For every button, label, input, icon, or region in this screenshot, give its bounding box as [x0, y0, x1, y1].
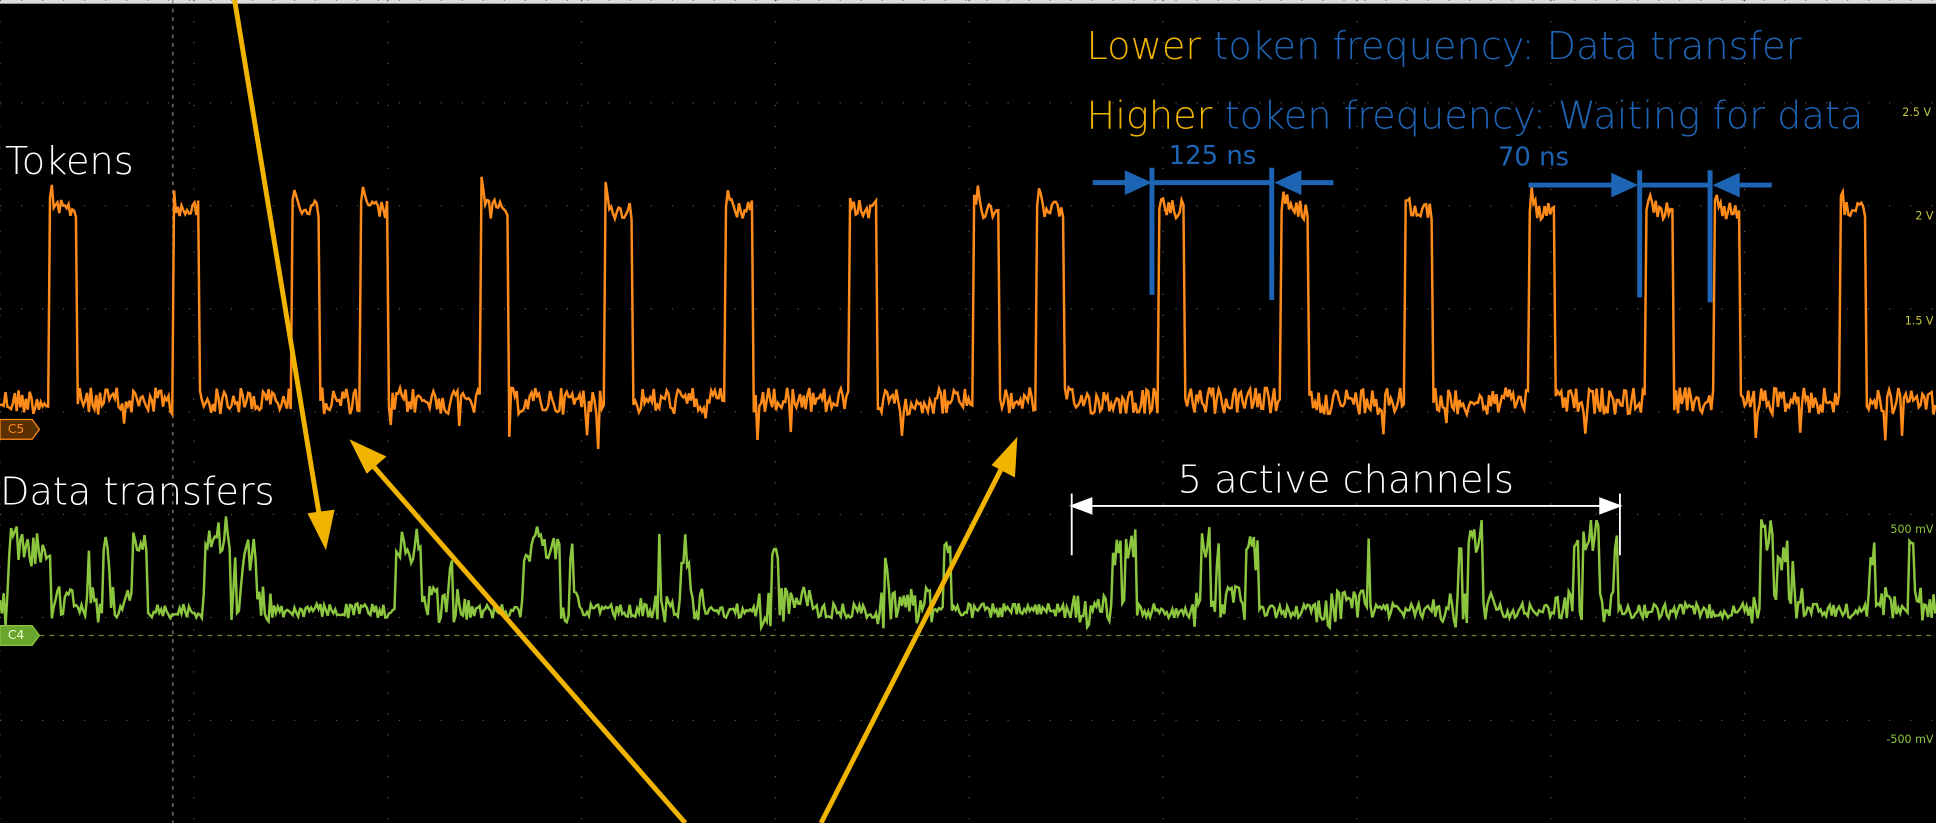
legend-word: Lower [1087, 24, 1202, 69]
period-label: 125 ns [1169, 141, 1257, 171]
data-label: Data transfers [0, 470, 275, 515]
scale-label: -500 mV [1886, 733, 1934, 746]
scale-label: 2.5 V [1902, 106, 1931, 119]
top-edge [0, 0, 1936, 4]
active-channels-label: 5 active channels [1178, 457, 1514, 502]
legend-text: token frequency: Data transfer [1213, 24, 1801, 69]
legend-word: Higher [1087, 93, 1213, 138]
page: {"annotations":{"tokens_label":"Tokens",… [0, 0, 1936, 823]
tokens-label: Tokens [5, 139, 134, 184]
c4-tag: C4 [0, 626, 40, 646]
legend-lower: Lower token frequency: Data transfer [1087, 24, 1802, 69]
oscilloscope-screen: C5 C4 2.5 V 2 V 1.5 V 500 mV -500 mV Tok… [0, 0, 1936, 823]
legend-higher: Higher token frequency: Waiting for data [1087, 93, 1864, 138]
scale-label: 1.5 V [1905, 315, 1934, 328]
c5-tag: C5 [0, 420, 40, 440]
period-label: 70 ns [1498, 142, 1569, 172]
channel-label: C5 [8, 422, 24, 436]
legend-text: token frequency: Waiting for data [1225, 93, 1864, 138]
channel-label: C4 [8, 628, 25, 642]
scale-label: 2 V [1915, 210, 1934, 223]
scale-label: 500 mV [1890, 523, 1934, 536]
